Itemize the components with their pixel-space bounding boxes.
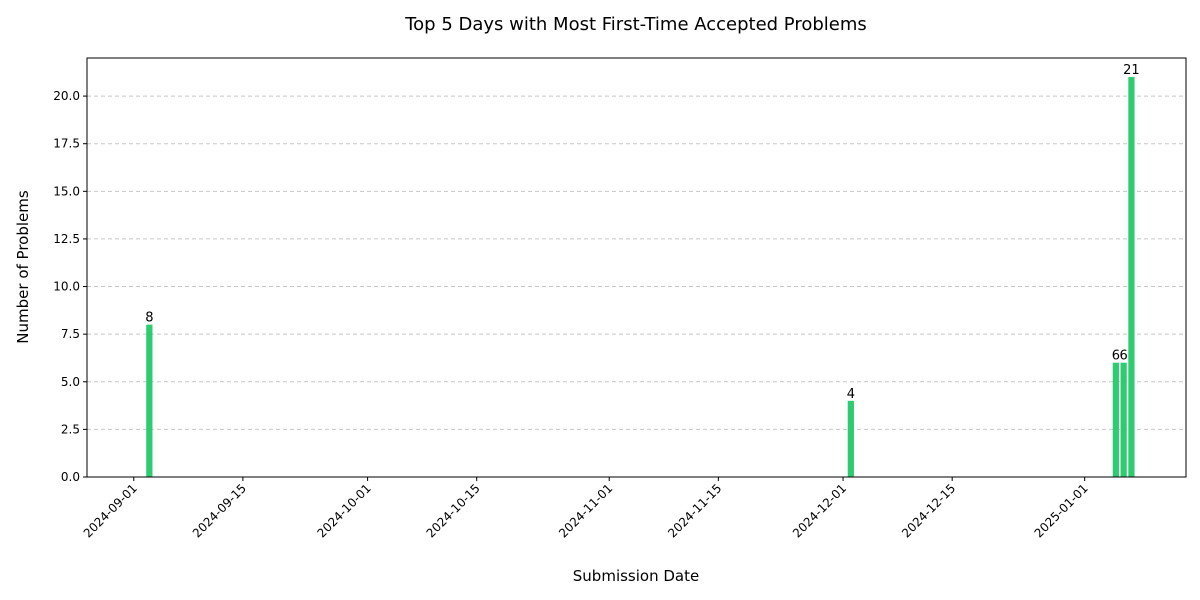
data-label: 6	[1112, 349, 1120, 364]
x-axis-title: Submission Date	[573, 567, 699, 585]
x-tick-label: 2024-09-15	[190, 481, 249, 540]
y-tick-label: 10.0	[53, 280, 80, 294]
y-tick-label: 20.0	[53, 89, 80, 103]
x-tick-label: 2024-10-01	[314, 481, 373, 540]
y-tick-label: 15.0	[53, 184, 80, 198]
chart-title: Top 5 Days with Most First-Time Accepted…	[404, 14, 867, 35]
data-labels: 8 4 6 6 21	[145, 63, 1139, 402]
bar	[1120, 362, 1127, 477]
y-axis-title: Number of Problems	[14, 190, 32, 344]
y-tick-label: 17.5	[53, 137, 80, 151]
bar	[847, 400, 854, 477]
x-tick-label: 2024-12-01	[790, 481, 849, 540]
y-tick-label: 12.5	[53, 232, 80, 246]
y-axis: 0.0 2.5 5.0 7.5 10.0 12.5 15.0 17.5 20.0	[53, 89, 87, 484]
data-label: 6	[1120, 349, 1128, 364]
x-axis: 2024-09-01 2024-09-15 2024-10-01 2024-10-15…	[81, 477, 1091, 540]
bar	[1128, 77, 1135, 477]
data-label: 21	[1123, 63, 1140, 78]
y-tick-label: 0.0	[61, 470, 80, 484]
data-label: 4	[847, 387, 855, 402]
x-tick-label: 2024-11-01	[556, 481, 615, 540]
bar	[1112, 362, 1119, 477]
x-tick-label: 2024-12-15	[899, 481, 958, 540]
data-label: 8	[145, 311, 153, 326]
gridlines	[87, 95, 1186, 478]
x-tick-label: 2024-09-01	[81, 481, 140, 540]
y-tick-label: 7.5	[61, 327, 80, 341]
x-tick-label: 2024-10-15	[424, 481, 483, 540]
bar	[146, 324, 153, 477]
plot-frame	[86, 57, 1187, 478]
x-tick-label: 2025-01-01	[1032, 481, 1091, 540]
bars	[146, 77, 1135, 477]
x-tick-label: 2024-11-15	[665, 481, 724, 540]
y-tick-label: 2.5	[61, 422, 80, 436]
y-tick-label: 5.0	[61, 375, 80, 389]
